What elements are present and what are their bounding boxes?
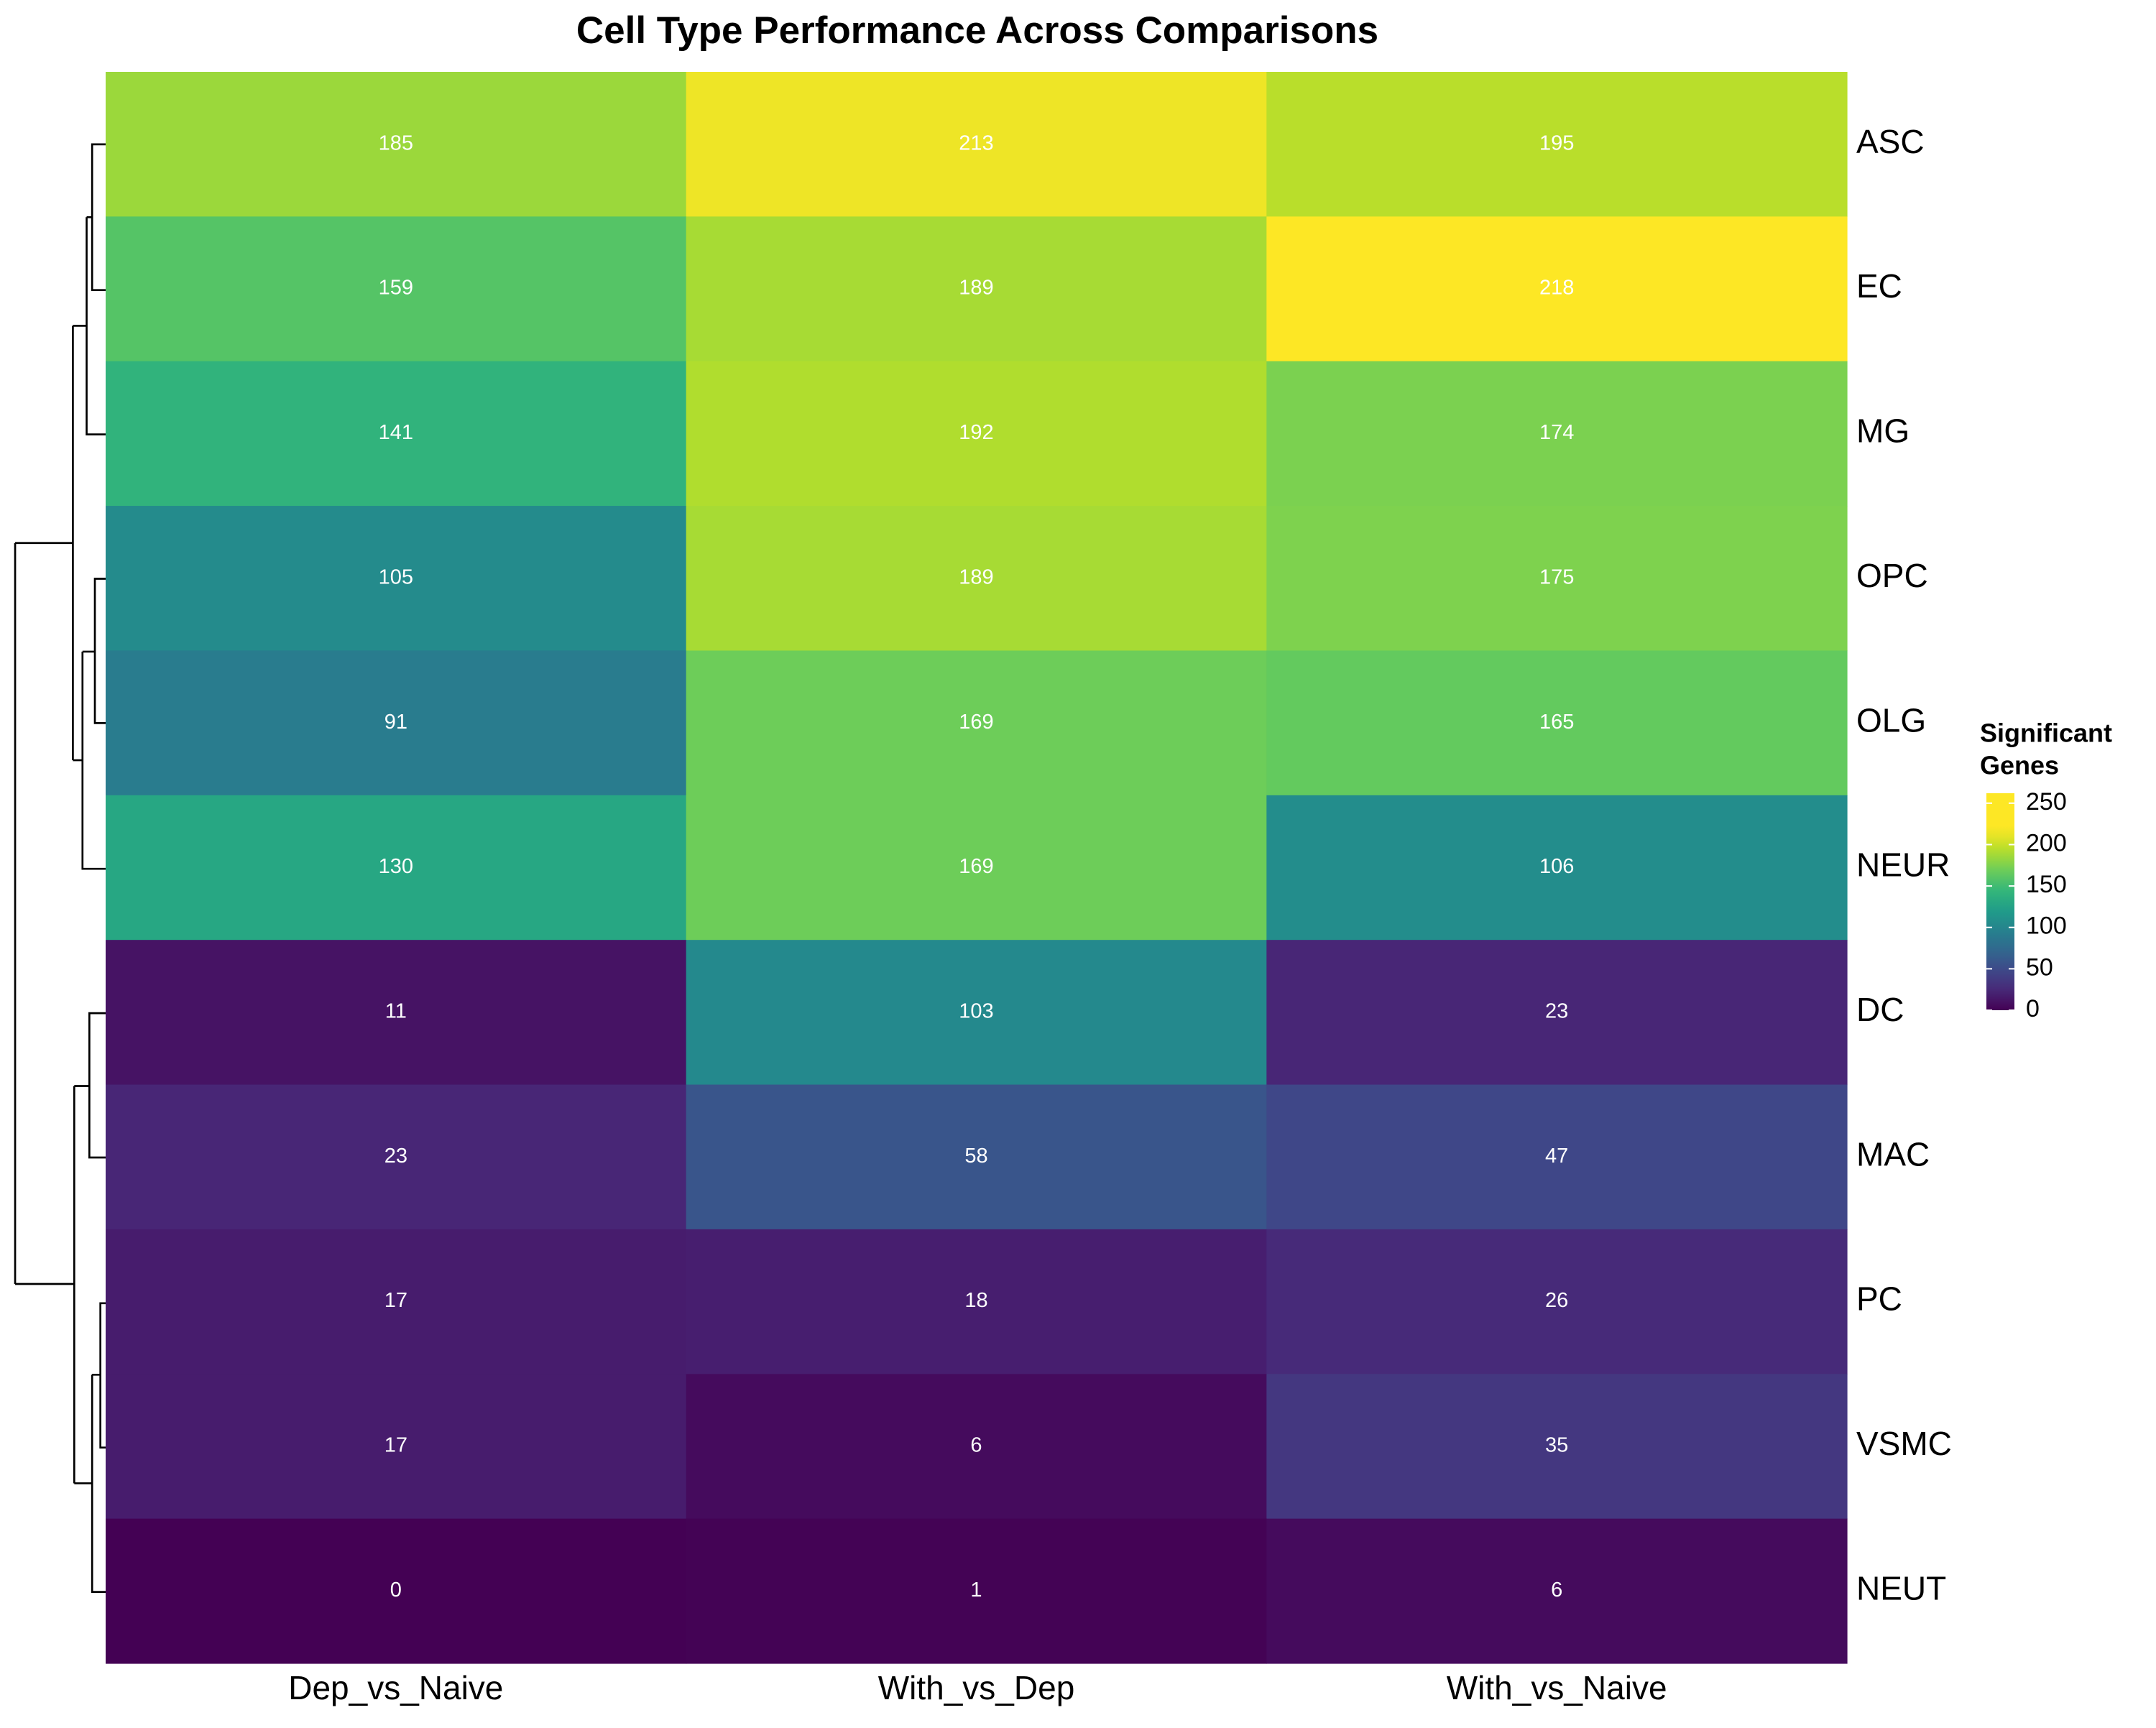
colorbar-tick-label: 150 [2026, 871, 2067, 898]
heatmap-cell [1266, 506, 1848, 652]
heatmap-cell [686, 1374, 1267, 1520]
cell-label: 213 [959, 131, 993, 154]
heatmap-cell [686, 361, 1267, 507]
row-label: OPC [1856, 557, 1928, 594]
cell-label: 165 [1539, 711, 1574, 734]
row-label: DC [1856, 991, 1904, 1028]
heatmap-cell [686, 1084, 1267, 1230]
cell-label: 159 [379, 277, 413, 300]
row-label: NEUR [1856, 846, 1950, 884]
cell-label: 6 [970, 1434, 982, 1457]
column-label: With_vs_Dep [878, 1669, 1075, 1706]
cell-label: 189 [959, 277, 993, 300]
heatmap-cell [686, 216, 1267, 362]
heatmap-cell [1266, 940, 1848, 1086]
heatmap-cell [1266, 1084, 1848, 1230]
heatmap-cell [1266, 216, 1848, 362]
cell-label: 47 [1545, 1145, 1568, 1168]
colorbar-title: Significant [1980, 719, 2112, 748]
heatmap-cell [686, 1229, 1267, 1374]
heatmap-cell [106, 506, 687, 652]
cell-label: 169 [959, 855, 993, 878]
row-label: ASC [1856, 123, 1925, 160]
heatmap-cell [106, 361, 687, 507]
column-label: Dep_vs_Naive [288, 1669, 503, 1706]
dendrogram [14, 143, 106, 1593]
row-label: MAC [1856, 1135, 1930, 1173]
heatmap-cell [686, 72, 1267, 217]
cell-label: 6 [1551, 1579, 1562, 1602]
cell-label: 17 [384, 1289, 407, 1312]
cell-label: 11 [385, 1000, 407, 1023]
chart-title: Cell Type Performance Across Comparisons [576, 9, 1378, 52]
cell-label: 218 [1539, 277, 1574, 300]
cell-label: 26 [1545, 1289, 1568, 1312]
cell-label: 103 [959, 1000, 993, 1023]
cell-label: 185 [379, 131, 413, 154]
cell-label: 169 [959, 711, 993, 734]
cell-label: 105 [379, 565, 413, 588]
colorbar-tick-label: 100 [2026, 912, 2067, 940]
row-label: MG [1856, 412, 1909, 450]
heatmap-cell [106, 1084, 687, 1230]
cell-label: 1 [970, 1579, 982, 1602]
cell-label: 18 [964, 1289, 987, 1312]
cell-label: 91 [384, 711, 407, 734]
heatmap-cell [1266, 1518, 1848, 1664]
cell-label: 35 [1545, 1434, 1568, 1457]
heatmap-cell [106, 650, 687, 796]
cell-label: 141 [379, 421, 413, 444]
cell-label: 23 [384, 1145, 407, 1168]
heatmap-cell [686, 1518, 1267, 1664]
heatmap-cell [106, 72, 687, 217]
row-label: VSMC [1856, 1425, 1952, 1462]
colorbar-tick-label: 50 [2026, 953, 2053, 981]
heatmap-cell [106, 1518, 687, 1664]
colorbar-tick-label: 0 [2026, 995, 2040, 1022]
heatmap-cell [106, 1229, 687, 1374]
colorbar-tick-label: 250 [2026, 788, 2067, 816]
row-label: NEUT [1856, 1569, 1946, 1607]
cell-label: 192 [959, 421, 993, 444]
heatmap-cell [686, 506, 1267, 652]
heatmap-cell [1266, 795, 1848, 941]
heatmap-cell [1266, 650, 1848, 796]
cell-label: 17 [384, 1434, 407, 1457]
column-label: With_vs_Naive [1447, 1669, 1667, 1706]
heatmap-cell [106, 940, 687, 1086]
heatmap-cell [106, 216, 687, 362]
heatmap-cell [686, 940, 1267, 1086]
heatmap-cell [106, 795, 687, 941]
colorbar-tick-label: 200 [2026, 829, 2067, 856]
colorbar [1986, 793, 2014, 1010]
cell-label: 174 [1539, 421, 1574, 444]
row-label: PC [1856, 1280, 1902, 1318]
cell-label: 58 [964, 1145, 987, 1168]
row-label: OLG [1856, 701, 1926, 739]
cell-label: 175 [1539, 565, 1574, 588]
row-label: EC [1856, 267, 1902, 305]
cell-label: 0 [390, 1579, 402, 1602]
heatmap-cell [1266, 1229, 1848, 1374]
cell-label: 23 [1545, 1000, 1568, 1023]
heatmap-cell [686, 650, 1267, 796]
heatmap-cell [1266, 361, 1848, 507]
cell-label: 130 [379, 855, 413, 878]
heatmap-cell [106, 1374, 687, 1520]
colorbar-title: Genes [1980, 751, 2059, 780]
cell-label: 189 [959, 565, 993, 588]
heatmap-cell [1266, 72, 1848, 217]
cell-label: 106 [1539, 855, 1574, 878]
cell-label: 195 [1539, 131, 1574, 154]
heatmap-cell [1266, 1374, 1848, 1520]
heatmap-cell [686, 795, 1267, 941]
